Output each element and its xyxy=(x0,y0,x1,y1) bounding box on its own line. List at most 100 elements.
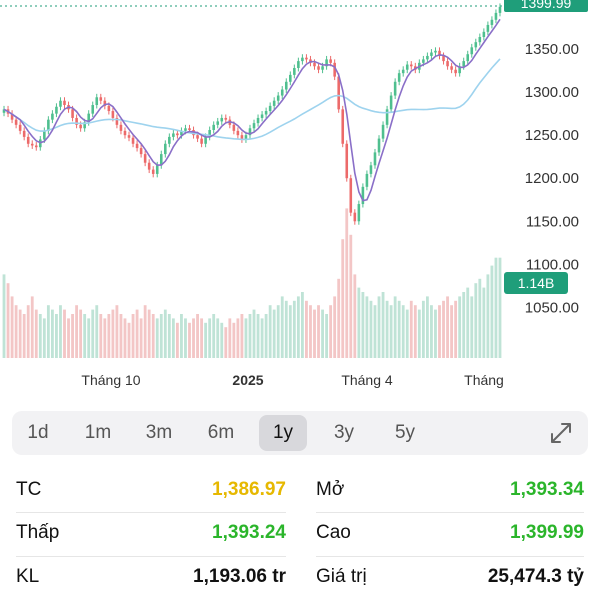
candle-body xyxy=(466,54,470,62)
range-button-3y[interactable]: 3y xyxy=(333,422,355,443)
stat-value-traded: Giá trị 25,474.3 tỷ xyxy=(316,555,584,599)
candle-body xyxy=(95,97,99,106)
candle-body xyxy=(135,143,139,149)
divider xyxy=(16,556,286,557)
candle-body xyxy=(248,128,252,136)
candle-body xyxy=(284,81,288,90)
volume-bar xyxy=(413,305,417,358)
stat-value: 1,393.34 xyxy=(510,479,584,500)
candle-body xyxy=(83,122,86,129)
candle-body xyxy=(458,66,461,74)
volume-bar xyxy=(260,318,264,358)
y-axis-ticks: 1350.00 1300.00 1250.00 1200.00 1150.00 1100.… xyxy=(525,41,579,316)
candle-body xyxy=(87,113,90,123)
candle-body xyxy=(393,81,397,96)
volume-bar xyxy=(163,309,167,358)
stat-label: TC xyxy=(16,479,42,500)
candle-body xyxy=(325,59,328,67)
volume-bar xyxy=(361,292,365,358)
candle-body xyxy=(123,130,127,136)
volume-bar xyxy=(333,296,337,358)
volume-bar xyxy=(167,314,171,358)
candle-body xyxy=(224,117,228,120)
candle-body xyxy=(14,119,18,125)
volume-bar xyxy=(272,309,276,358)
volume-bar xyxy=(397,300,401,358)
volume-bar xyxy=(18,309,22,358)
range-button-1y[interactable]: 1y xyxy=(259,415,307,451)
volume-bar xyxy=(353,274,357,358)
volume-bar xyxy=(83,314,87,358)
last-price-badge: 1399.99 xyxy=(504,0,588,12)
volume-bar xyxy=(38,314,42,358)
volume-bar xyxy=(313,309,316,358)
candle-body xyxy=(385,109,389,125)
range-button-5y[interactable]: 5y xyxy=(394,422,416,443)
volume-bar xyxy=(22,314,26,358)
volume-bar xyxy=(425,296,429,358)
volume-bar xyxy=(171,318,175,358)
volume-bar xyxy=(385,300,389,358)
candle-body xyxy=(289,74,292,82)
x-tick-label: Tháng xyxy=(464,372,504,388)
candle-body xyxy=(151,169,155,174)
stat-value: 25,474.3 tỷ xyxy=(487,566,584,587)
range-button-6m[interactable]: 6m xyxy=(207,422,235,443)
volume-bar xyxy=(71,314,74,358)
volume-bar xyxy=(345,208,349,358)
candle-body xyxy=(155,165,159,174)
volume-bar xyxy=(55,314,58,358)
candle-body xyxy=(196,135,199,139)
volume-bar xyxy=(139,318,143,358)
expand-icon[interactable] xyxy=(548,420,574,446)
range-button-1d[interactable]: 1d xyxy=(27,422,49,443)
candle-body xyxy=(361,186,365,205)
candle-body xyxy=(10,113,14,120)
candle-body xyxy=(143,154,147,163)
candle-body xyxy=(127,135,131,138)
candle-body xyxy=(498,6,502,13)
volume-bar xyxy=(434,309,437,358)
candle-body xyxy=(409,64,413,67)
candle-body xyxy=(369,165,373,174)
candle-body xyxy=(188,128,191,130)
volume-bar xyxy=(309,305,312,358)
volume-bar xyxy=(264,314,268,358)
stat-volume: KL 1,193.06 tr xyxy=(16,555,286,599)
candle-body xyxy=(30,143,34,146)
last-price-badge-text: 1399.99 xyxy=(521,0,572,11)
volume-bar xyxy=(50,309,54,358)
stat-high: Cao 1,399.99 xyxy=(316,511,584,555)
candle-body xyxy=(494,12,498,20)
candle-body xyxy=(55,106,58,114)
volume-bar xyxy=(454,300,458,358)
volume-bar xyxy=(470,296,474,358)
candle-body xyxy=(268,105,272,112)
candle-body xyxy=(490,19,494,25)
price-chart[interactable]: 1350.00 1300.00 1250.00 1200.00 1150.00 1100.… xyxy=(0,0,600,400)
candle-body xyxy=(59,100,62,107)
volume-bar xyxy=(417,309,421,358)
volume-bar xyxy=(256,314,260,358)
volume-bar xyxy=(341,239,345,358)
volume-bar xyxy=(79,309,83,358)
volume-bar xyxy=(405,309,409,358)
volume-bar xyxy=(59,305,62,358)
candle-body xyxy=(168,136,171,144)
divider xyxy=(316,556,584,557)
volume-bar xyxy=(127,322,131,358)
volume-bar xyxy=(204,322,208,358)
candle-body xyxy=(180,130,183,136)
volume-bar xyxy=(292,300,296,358)
range-button-3m[interactable]: 3m xyxy=(145,422,173,443)
volume-bar xyxy=(119,314,123,358)
volume-bar xyxy=(151,314,155,358)
volume-bar xyxy=(357,287,361,358)
candle-body xyxy=(176,133,179,136)
volume-bar xyxy=(115,305,119,358)
candle-body xyxy=(240,135,244,140)
volume-bar xyxy=(305,300,308,358)
range-button-1m[interactable]: 1m xyxy=(84,422,112,443)
candle-body xyxy=(264,111,268,115)
candle-body xyxy=(107,105,111,112)
